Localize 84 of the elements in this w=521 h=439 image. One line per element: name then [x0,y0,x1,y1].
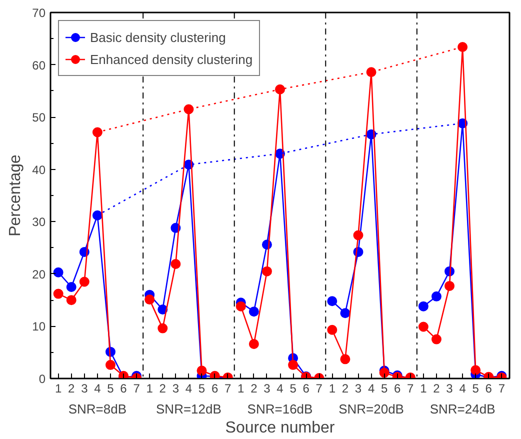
point [66,295,76,306]
point [53,288,64,299]
point [458,42,468,52]
point [470,365,481,376]
x-tick-label: 2 [342,382,349,396]
text: SNR=20dB [338,402,404,416]
point [327,296,338,306]
x-tick-label: 1 [54,382,62,396]
y-tick-label: 20 [32,267,46,282]
x-tick-label: 4 [459,382,466,396]
x-tick-label: 1 [238,382,245,396]
y-tick-label: 60 [32,58,46,72]
point [170,259,181,269]
point [275,84,285,94]
legend-label: Basic density clustering [90,30,226,44]
x-tick-label: 4 [94,382,102,396]
point [66,282,76,292]
y-axis-title: Percentage [7,154,24,236]
point [236,301,246,312]
x-tick-label: 4 [276,382,284,396]
y-tick-label: 40 [32,162,46,177]
text: SNR=24dB [430,402,496,416]
x-tick-label: 2 [433,382,440,396]
x-tick-label: 5 [107,382,114,396]
point [158,323,168,334]
x-tick-label: 7 [224,382,232,396]
y-tick-label: 10 [32,320,46,334]
x-tick-label: 3 [172,382,180,396]
x-tick-label: 5 [290,382,297,396]
x-tick-label: 5 [472,382,480,396]
x-tick-label: 7 [498,382,506,396]
point [248,339,259,349]
point [444,280,455,291]
point [53,267,64,278]
x-tick-label: 4 [185,382,192,396]
point [340,308,350,318]
y-tick-label: 70 [32,6,46,20]
x-tick-label: 4 [368,382,375,396]
x-tick-label: 6 [120,382,128,396]
y-tick-label: 0 [38,372,46,386]
point [79,276,90,287]
x-tick-label: 5 [198,382,206,396]
x-tick-label: 6 [394,382,402,396]
point [262,266,272,276]
point [431,334,442,344]
point [366,67,376,78]
point [353,230,364,240]
x-tick-label: 7 [133,382,140,396]
x-tick-label: 3 [446,382,454,396]
x-tick-label: 1 [146,382,154,396]
x-tick-label: 7 [407,382,414,396]
x-tick-label: 3 [81,382,88,396]
x-axis-title: Source number [225,420,336,436]
text: SNR=16dB [247,402,313,416]
point [340,354,350,364]
y-tick-label: 50 [32,110,46,125]
x-tick-label: 6 [485,382,492,396]
point [327,324,338,335]
x-tick-label: 5 [380,382,388,396]
point [196,366,207,376]
x-tick-label: 2 [68,382,76,396]
point [431,291,442,302]
point [92,127,102,138]
point [418,322,428,332]
text: SNR=12dB [156,402,222,416]
point [418,301,428,312]
x-tick-label: 3 [354,382,362,396]
x-tick-label: 2 [250,382,258,396]
x-tick-label: 2 [159,382,166,396]
point [288,360,298,370]
x-tick-label: 3 [264,382,271,396]
y-tick-label: 30 [32,215,46,230]
x-tick-label: 7 [316,382,323,396]
x-tick-label: 6 [302,382,310,396]
point [248,306,259,317]
x-tick-label: 1 [420,382,428,396]
x-tick-label: 6 [211,382,218,396]
legend-label: Enhanced density clustering [90,52,253,66]
point [105,360,116,370]
x-tick-label: 1 [328,382,336,396]
point [184,104,194,114]
point [144,294,155,305]
point [92,210,102,220]
text: SNR=8dB [68,402,127,416]
